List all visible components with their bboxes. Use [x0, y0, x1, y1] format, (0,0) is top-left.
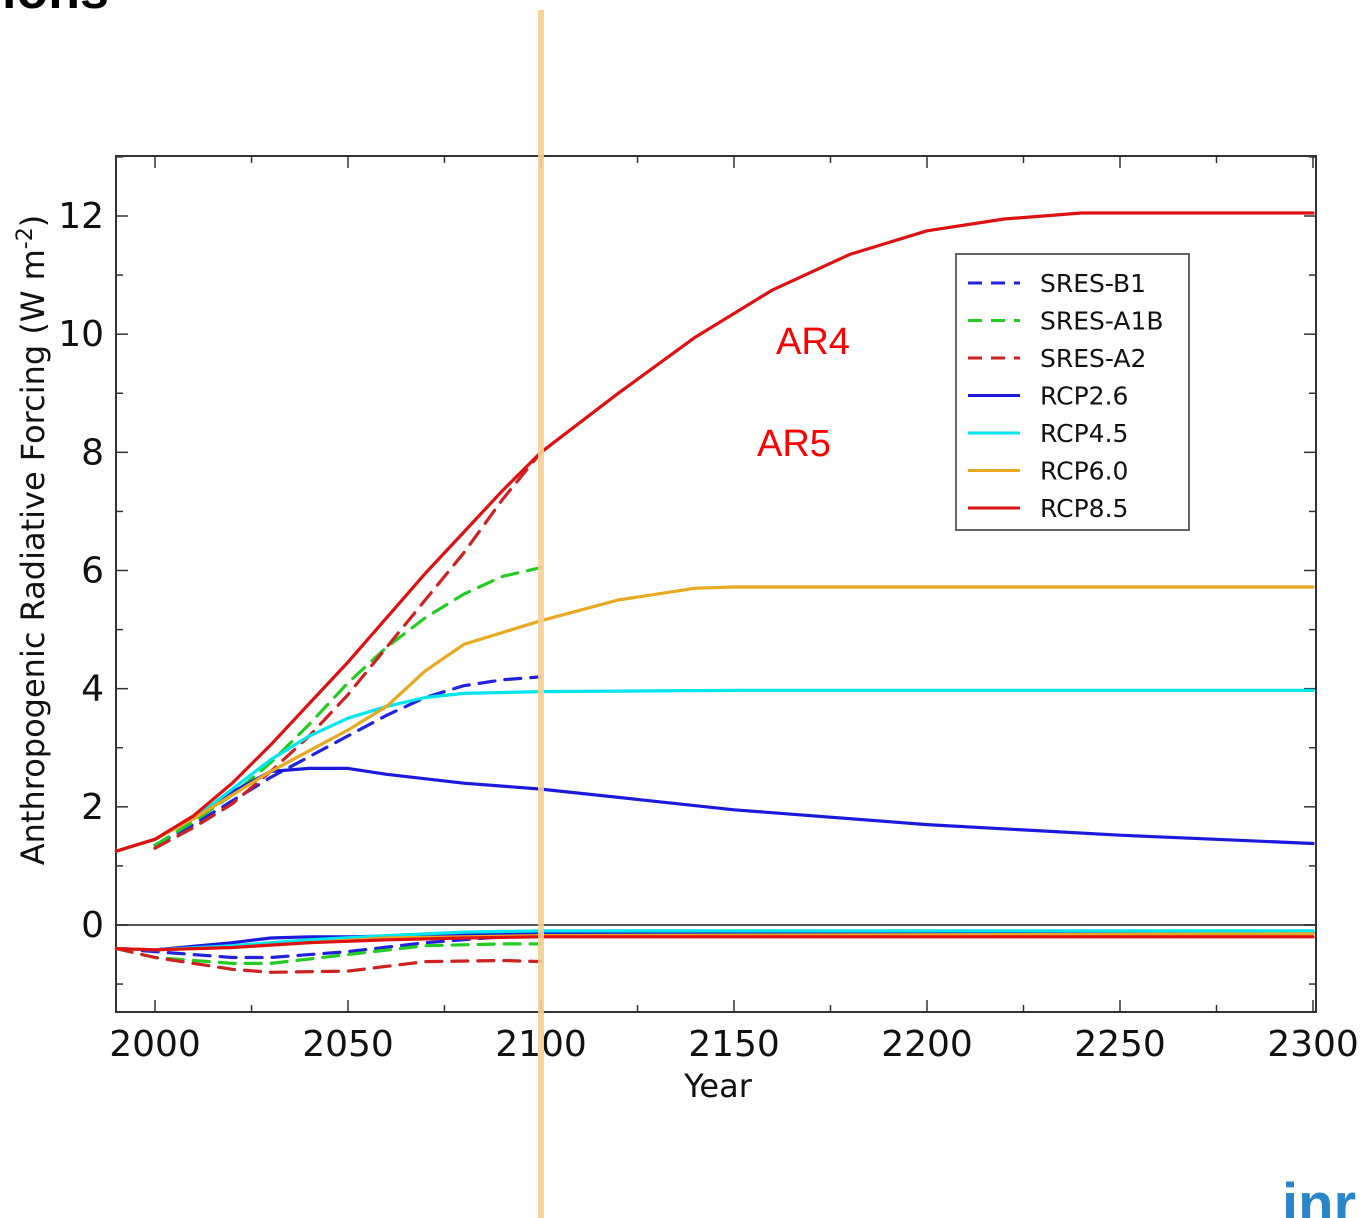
x-tick-label: 2200	[881, 1024, 973, 1065]
legend-label: RCP8.5	[1040, 494, 1128, 523]
legend: SRES-B1 SRES-A1B SRES-A2 RCP2.6 RCP4.5 RCP6.0…	[955, 253, 1190, 531]
y-axis-title-sup: -2	[13, 227, 38, 249]
series-line-sres-b1	[153, 675, 543, 847]
x-tick-label: 2250	[1074, 1024, 1166, 1065]
legend-items: SRES-B1 SRES-A1B SRES-A2 RCP2.6 RCP4.5 RCP6.0…	[968, 269, 1164, 523]
y-axis-title-main: Anthropogenic Radiative Forcing (W m	[14, 249, 52, 865]
series-line-aerosol	[114, 946, 543, 974]
legend-label: SRES-A2	[1040, 344, 1146, 373]
y-tick-label: 12	[58, 196, 104, 237]
series-layer	[114, 211, 1315, 974]
y-tick-label: 0	[81, 905, 104, 946]
x-tick-label: 2300	[1267, 1024, 1359, 1065]
x-axis-tick-labels: 2000205021002150220022502300	[109, 1024, 1359, 1065]
y-tick-label: 10	[58, 314, 104, 355]
series-line-rcp8-5	[114, 211, 1315, 853]
y-tick-label: 2	[81, 787, 104, 828]
legend-box	[955, 253, 1190, 531]
logo-fragment: inr	[1282, 1172, 1356, 1218]
y-tick-label: 4	[81, 669, 104, 710]
annotation-ar5: AR5	[757, 423, 831, 465]
y-axis-title-end: )	[14, 215, 52, 227]
series-line-aerosol	[114, 935, 1315, 952]
legend-label: RCP2.6	[1040, 382, 1128, 411]
x-tick-label: 2050	[302, 1024, 394, 1065]
series-line-sres-a2	[153, 450, 543, 850]
legend-label: SRES-B1	[1040, 269, 1146, 298]
y-tick-label: 6	[81, 551, 104, 592]
legend-label: RCP4.5	[1040, 419, 1128, 448]
y-axis-title: Anthropogenic Radiative Forcing (W m-2)	[13, 215, 52, 865]
x-tick-label: 2150	[688, 1024, 780, 1065]
annotation-ar4: AR4	[776, 321, 850, 363]
legend-label: SRES-A1B	[1040, 307, 1164, 336]
x-axis-title: Year	[683, 1067, 753, 1105]
y-axis-ticks	[116, 156, 1316, 985]
series-line-rcp6-0	[114, 585, 1315, 853]
x-tick-label: 2000	[109, 1024, 201, 1065]
y-axis-tick-labels: 0 2 4 6 8 10 12	[58, 196, 104, 946]
slide-title-fragment: ions	[2, 0, 109, 20]
legend-label: RCP6.0	[1040, 457, 1128, 486]
y-tick-label: 8	[81, 432, 104, 473]
